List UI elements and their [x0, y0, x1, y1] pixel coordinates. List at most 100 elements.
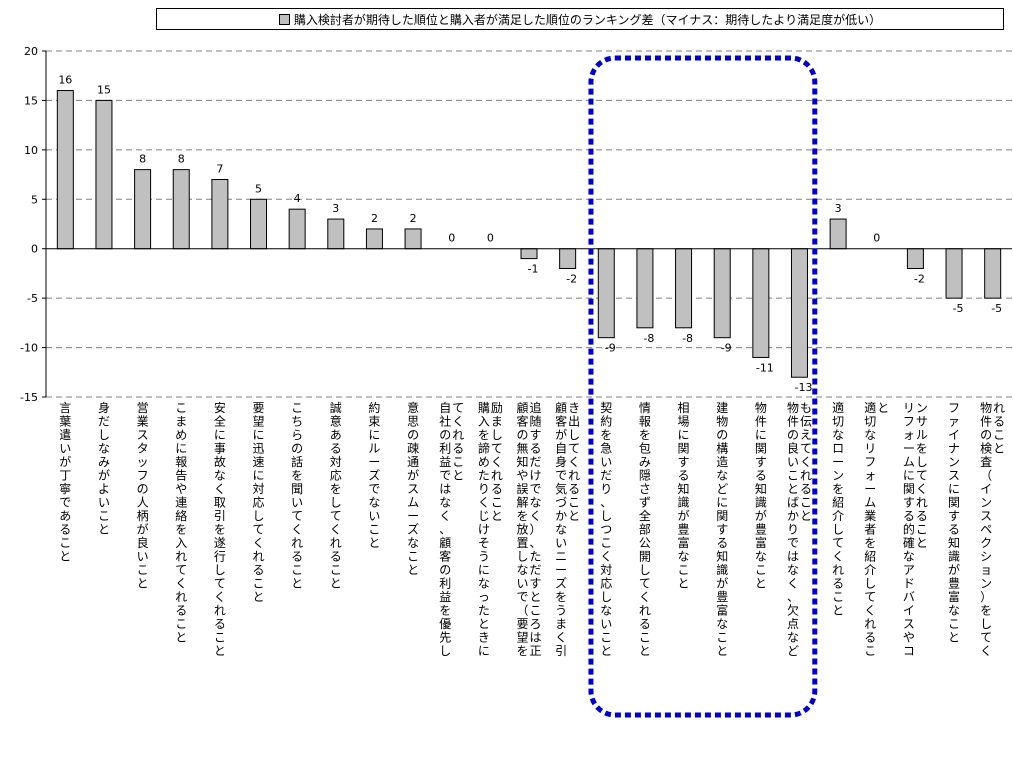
category-label-char: 諦 — [478, 441, 490, 456]
category-label-char: ォ — [903, 428, 915, 442]
category-label-char: な — [787, 631, 799, 645]
bar — [404, 228, 422, 250]
category-label-char: 公 — [639, 536, 651, 550]
category-label-char: ド — [903, 577, 915, 591]
category-label-char: 良 — [787, 441, 799, 456]
category-label-char: し — [600, 590, 612, 604]
category-label-char: こ — [368, 523, 380, 537]
category-label-char: 寧 — [59, 481, 71, 496]
category-label-char: り — [478, 482, 490, 496]
category-label-char: 識 — [678, 496, 690, 510]
category-label-char: く — [864, 604, 876, 618]
category-label-char: い — [516, 577, 528, 591]
category-label-char: て — [253, 523, 265, 537]
category-label-char: が — [407, 468, 419, 483]
category-label-char: と — [98, 523, 110, 537]
category-label-char: い — [600, 455, 612, 469]
category-label-char: く — [600, 550, 612, 564]
category-label-char: し — [253, 509, 265, 523]
category-label-char: ス — [407, 482, 419, 496]
category-label-char: 知 — [716, 550, 728, 564]
category-label-char: ま — [175, 415, 187, 429]
category-label-char: フ — [864, 455, 876, 469]
category-label-char: く — [214, 482, 226, 496]
category-label-char: だ — [600, 469, 612, 483]
category-label-char: し — [98, 428, 110, 442]
category-label-char: が — [59, 454, 71, 469]
bar — [713, 248, 731, 339]
category-label-char: を — [864, 536, 876, 550]
category-label-char: 連 — [175, 496, 187, 510]
category-label-char: が — [98, 468, 110, 483]
category-label-char: の — [137, 482, 149, 496]
category-label-char: と — [330, 577, 342, 591]
category-label-char: ら — [291, 428, 303, 442]
category-label-char: く — [916, 482, 928, 496]
category-label-char: く — [175, 577, 187, 591]
category-label-char: い — [291, 496, 303, 510]
category-label-char: め — [478, 455, 490, 469]
category-label-char: イ — [980, 482, 992, 496]
category-label-char: と — [600, 644, 612, 658]
category-label-char: こ — [407, 550, 419, 564]
category-label-char: 応 — [600, 577, 612, 591]
category-label-char: 出 — [568, 415, 580, 429]
category-label-char: い — [59, 442, 71, 456]
category-label-char: し — [516, 550, 528, 564]
category-label-char: く — [291, 523, 303, 537]
category-label-char: （ — [980, 469, 992, 483]
category-label-char: こ — [98, 509, 110, 523]
category-label-char: （ — [516, 604, 528, 618]
category-label-char: 豊 — [948, 577, 960, 591]
category-label-char: 場 — [678, 415, 690, 429]
category-label-char: く — [214, 590, 226, 604]
category-label-char: と — [137, 577, 149, 591]
category-label-char: ン — [916, 401, 928, 415]
category-label-char: こ — [678, 563, 690, 577]
category-label-char: う — [478, 550, 490, 564]
category-label-char: で — [439, 469, 451, 483]
category-label-char: 自 — [555, 442, 567, 456]
category-label-char: こ — [832, 590, 844, 604]
bar — [288, 208, 306, 250]
category-label-char: 顧 — [555, 400, 567, 415]
bar — [945, 248, 963, 299]
category-label-char: た — [478, 604, 490, 618]
category-label-char: に — [755, 428, 767, 442]
bar — [829, 218, 847, 250]
category-label-char: ズ — [407, 522, 419, 537]
category-label-char: を — [980, 604, 992, 618]
category-label-char: く — [491, 455, 503, 469]
category-label-char: シ — [980, 550, 992, 564]
category-label-char: 意 — [330, 414, 342, 429]
category-label-char: る — [755, 469, 767, 483]
category-label-char: し — [916, 455, 928, 469]
category-label-char: 対 — [253, 482, 265, 496]
category-label-char: 紹 — [864, 550, 876, 564]
category-label-char: 報 — [639, 415, 651, 429]
category-label-char: み — [639, 455, 651, 469]
category-label-char: に — [368, 428, 380, 442]
category-label-char: よ — [98, 482, 110, 496]
category-label-char: 欠 — [787, 603, 799, 618]
category-label-char: 引 — [214, 509, 226, 523]
category-label-char: で — [516, 590, 528, 604]
category-label-char: 柄 — [137, 509, 149, 523]
category-label-char: ろ — [529, 617, 541, 631]
category-label-char: 物 — [980, 401, 992, 415]
bar — [327, 218, 345, 250]
category-label-char: こ — [755, 563, 767, 577]
category-label-char: ア — [903, 563, 915, 577]
category-label-char: 紹 — [832, 496, 844, 510]
category-label-char: こ — [948, 617, 960, 631]
category-label-char: し — [600, 509, 612, 523]
category-label-char: け — [529, 469, 541, 483]
category-label-char: し — [832, 523, 844, 537]
data-label: 8 — [178, 153, 185, 166]
category-label-char: ス — [137, 428, 149, 442]
category-label-char: 安 — [214, 400, 226, 415]
